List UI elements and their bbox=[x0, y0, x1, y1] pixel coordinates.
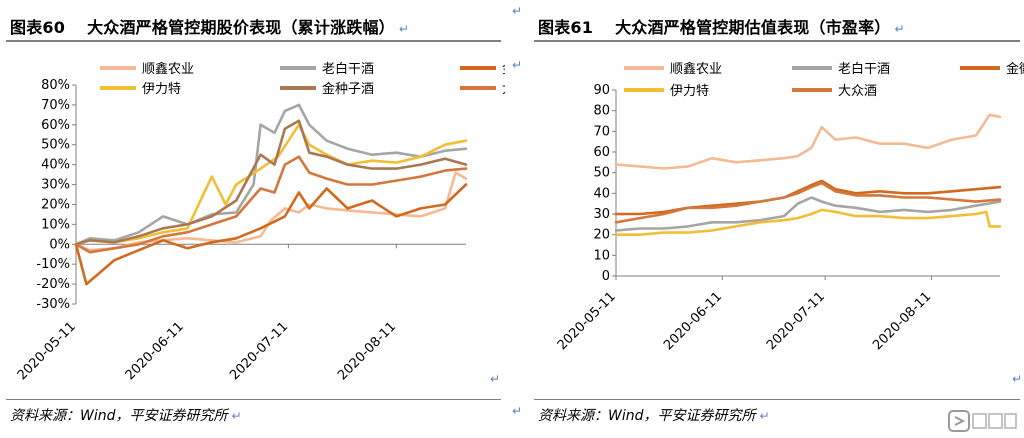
figure-title-text: 大众酒严格管控期估值表现（市盈率） bbox=[615, 18, 891, 37]
return-mark: ↵ bbox=[490, 372, 501, 386]
source-text: 资料来源：Wind，平安证券研究所 bbox=[538, 408, 756, 424]
legend-item: 顺鑫农业 bbox=[624, 61, 722, 77]
y-tick-label: 30% bbox=[41, 178, 70, 193]
y-tick-label: 90 bbox=[593, 83, 610, 98]
y-tick-label: 0 bbox=[602, 269, 610, 284]
y-tick-label: 10% bbox=[41, 217, 70, 232]
x-tick-label: 2020-08-11 bbox=[335, 319, 399, 383]
y-tick-label: -20% bbox=[36, 277, 70, 292]
y-tick-label: 80 bbox=[593, 104, 610, 119]
legend-item: 金徽酒 bbox=[460, 61, 505, 77]
legend-label: 老白干酒 bbox=[838, 61, 890, 77]
source-note: 资料来源：Wind，平安证券研究所 ↵ bbox=[538, 405, 770, 425]
y-tick-label: 20% bbox=[41, 197, 70, 212]
legend-label: 伊力特 bbox=[670, 84, 709, 99]
x-tick-label: 2020-07-11 bbox=[764, 289, 828, 353]
legend-item: 顺鑫农业 bbox=[100, 61, 194, 77]
return-mark: ↵ bbox=[1012, 372, 1023, 386]
series-line-老白干酒 bbox=[614, 196, 1002, 232]
legend-item: 老白干酒 bbox=[792, 61, 890, 77]
figure-61-title: 图表61 大众酒严格管控期估值表现（市盈率） ↵ bbox=[538, 14, 905, 38]
return-mark: ↵ bbox=[894, 22, 905, 36]
y-tick-label: 40 bbox=[593, 186, 610, 201]
y-tick-label: 60 bbox=[593, 145, 610, 160]
legend-label: 金徽酒 bbox=[502, 61, 505, 77]
pe-ratio-chart: 顺鑫农业 老白干酒 金徽酒伊力特 大众酒 0 10 20 30 40 50 60 70 80 90 2020… bbox=[555, 61, 1024, 353]
figure-title-text: 大众酒严格管控期股价表现（累计涨跌幅） bbox=[87, 18, 395, 37]
legend-label: 金徽酒 bbox=[1006, 61, 1024, 77]
y-tick-label: 10 bbox=[593, 248, 610, 263]
x-tick-label: 2020-05-11 bbox=[15, 319, 79, 383]
y-tick-label: 80% bbox=[41, 78, 70, 93]
y-tick-label: 50% bbox=[41, 138, 70, 153]
series-line-顺鑫农业 bbox=[614, 113, 1002, 170]
y-tick-label: -30% bbox=[36, 297, 70, 312]
legend-label: 顺鑫农业 bbox=[670, 61, 722, 77]
figure-number: 图表60 bbox=[10, 18, 66, 37]
title-rule bbox=[534, 40, 1020, 42]
y-tick-label: 30 bbox=[593, 207, 610, 222]
return-mark: ↵ bbox=[512, 4, 523, 18]
source-rule bbox=[534, 399, 1020, 400]
y-tick-label: 20 bbox=[593, 228, 610, 243]
price-performance-chart: 顺鑫农业 老白干酒 金徽酒伊力特 金种子酒 大众酒 -30% -20% -10% 0% 10% 20… bbox=[15, 61, 505, 383]
return-mark: ↵ bbox=[759, 409, 770, 423]
legend-item: 伊力特 bbox=[624, 84, 709, 99]
figure-60-title: 图表60 大众酒严格管控期股价表现（累计涨跌幅） ↵ bbox=[10, 14, 409, 38]
title-rule bbox=[6, 40, 501, 42]
legend-label: 伊力特 bbox=[142, 82, 181, 97]
legend-label: 大众酒 bbox=[838, 84, 877, 99]
series-line-伊力特 bbox=[614, 208, 1002, 236]
series-line-金徽酒 bbox=[74, 183, 468, 286]
y-tick-label: -10% bbox=[36, 257, 70, 272]
y-tick-label: 70 bbox=[593, 124, 610, 139]
legend-item: 金徽酒 bbox=[960, 61, 1024, 77]
source-rule bbox=[6, 399, 501, 400]
source-note: 资料来源：Wind，平安证券研究所 ↵ bbox=[10, 405, 242, 425]
series-line-伊力特 bbox=[74, 123, 468, 246]
legend-label: 顺鑫农业 bbox=[142, 61, 194, 77]
source-text: 资料来源：Wind，平安证券研究所 bbox=[10, 408, 228, 424]
y-tick-label: 60% bbox=[41, 118, 70, 133]
series-line-大众酒 bbox=[74, 155, 468, 254]
y-tick-label: 70% bbox=[41, 98, 70, 113]
y-tick-label: 50 bbox=[593, 166, 610, 181]
series-line-老白干酒 bbox=[74, 103, 468, 246]
series-line-金种子酒 bbox=[74, 119, 468, 246]
y-tick-label: 0% bbox=[49, 237, 70, 252]
x-tick-label: 2020-08-11 bbox=[870, 289, 934, 353]
return-mark: ↵ bbox=[512, 58, 523, 72]
legend-item: 伊力特 bbox=[100, 82, 181, 97]
y-tick-label: 40% bbox=[41, 158, 70, 173]
watermark-logo bbox=[948, 410, 1017, 432]
series-line-大众酒 bbox=[614, 181, 1002, 224]
x-tick-label: 2020-06-11 bbox=[123, 319, 187, 383]
legend-label: 大众酒 bbox=[502, 82, 505, 97]
return-mark: ↵ bbox=[398, 22, 410, 36]
figure-number: 图表61 bbox=[538, 18, 594, 37]
legend-item: 大众酒 bbox=[460, 82, 505, 97]
return-mark: ↵ bbox=[512, 404, 523, 418]
x-tick-label: 2020-06-11 bbox=[661, 289, 725, 353]
legend-label: 金种子酒 bbox=[322, 81, 374, 97]
legend-item: 老白干酒 bbox=[280, 61, 374, 77]
return-mark: ↵ bbox=[231, 409, 242, 423]
legend-label: 老白干酒 bbox=[322, 61, 374, 77]
x-tick-label: 2020-05-11 bbox=[555, 289, 619, 353]
legend-item: 大众酒 bbox=[792, 84, 877, 99]
legend-item: 金种子酒 bbox=[280, 81, 374, 97]
x-tick-label: 2020-07-11 bbox=[227, 319, 291, 383]
